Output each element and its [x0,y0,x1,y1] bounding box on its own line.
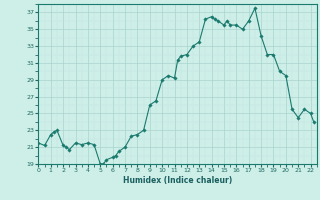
X-axis label: Humidex (Indice chaleur): Humidex (Indice chaleur) [123,176,232,185]
